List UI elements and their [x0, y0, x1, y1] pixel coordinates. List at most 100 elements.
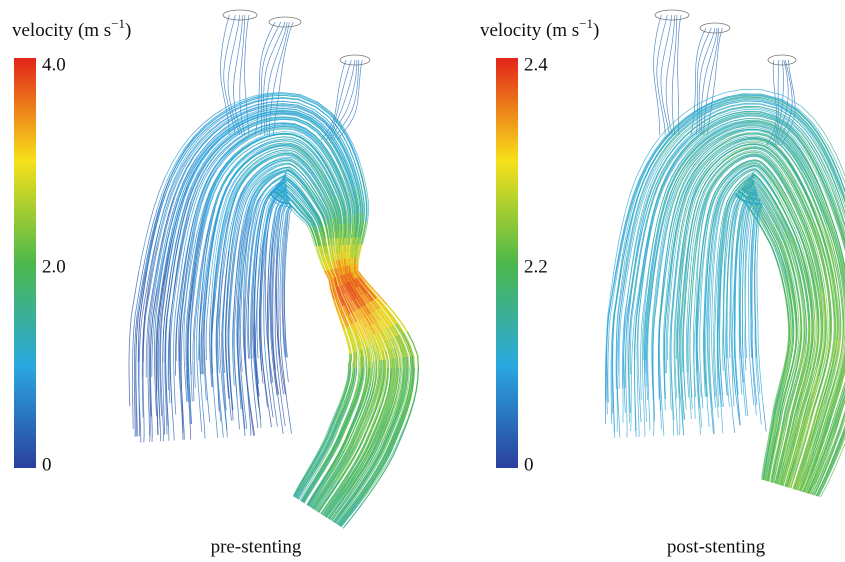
streamline: [283, 370, 287, 406]
streamline: [148, 362, 149, 405]
streamline: [174, 376, 176, 415]
streamline: [237, 398, 240, 429]
vessel-outlet: [269, 17, 301, 27]
streamline: [613, 361, 614, 402]
streamline: [199, 333, 200, 375]
streamline: [643, 374, 644, 412]
streamline: [254, 397, 258, 428]
streamline: [637, 374, 638, 412]
streamline: [345, 238, 346, 259]
streamline: [273, 395, 277, 426]
streamline: [164, 404, 165, 435]
streamline: [343, 525, 346, 529]
streamline: [207, 387, 210, 422]
streamline: [649, 400, 650, 430]
streamline: [637, 331, 638, 374]
streamline: [173, 415, 175, 441]
streamline: [676, 410, 677, 435]
streamline: [219, 321, 220, 360]
streamline: [626, 228, 635, 274]
streamline: [251, 409, 255, 436]
streamline: [258, 396, 261, 428]
streamline: [184, 319, 185, 361]
streamline: [160, 416, 161, 441]
streamline: [363, 471, 381, 497]
streamline: [611, 389, 612, 424]
streamline: [146, 331, 147, 377]
streamline: [288, 212, 289, 220]
streamline: [341, 238, 342, 260]
streamline: [275, 324, 277, 358]
streamline: [163, 362, 164, 404]
streamline: [225, 411, 227, 438]
streamline: [253, 297, 254, 334]
streamline: [161, 332, 162, 377]
streamline: [194, 346, 195, 388]
streamline: [202, 133, 229, 161]
streamline: [642, 331, 643, 374]
streamline: [358, 351, 359, 368]
streamline: [610, 273, 617, 316]
vessel-outlet: [340, 55, 370, 65]
streamline: [704, 28, 719, 135]
streamline: [251, 322, 252, 358]
streamline: [613, 402, 614, 432]
streamline: [278, 247, 280, 286]
streamline: [357, 352, 358, 369]
streamline: [197, 360, 199, 401]
streamline: [199, 401, 201, 432]
streamline: [157, 404, 158, 435]
streamline: [149, 405, 150, 436]
streamline: [137, 406, 138, 437]
streamline: [181, 361, 182, 402]
streamline: [644, 412, 645, 437]
streamline: [129, 315, 131, 362]
streamline: [645, 387, 646, 422]
streamline: [239, 322, 240, 359]
streamline: [200, 374, 203, 412]
streamline: [202, 333, 203, 375]
streamline: [260, 298, 261, 334]
streamline: [619, 413, 620, 437]
streamline: [269, 358, 273, 395]
streamline: [197, 319, 198, 360]
streamline: [619, 303, 623, 346]
streamline: [288, 406, 292, 434]
streamline: [364, 356, 365, 374]
figure: velocity (m s−1) 4.0 2.0 0 pre-stenting …: [0, 0, 845, 562]
streamline: [635, 401, 636, 431]
streamline: [656, 262, 661, 305]
vessel-outlet: [655, 10, 689, 20]
streamline: [630, 331, 631, 374]
streamline: [168, 415, 169, 441]
streamline: [626, 375, 627, 413]
streamline: [626, 331, 627, 375]
streamline: [631, 360, 632, 401]
streamline: [638, 412, 639, 437]
streamline: [156, 362, 157, 404]
streamline: [611, 346, 612, 390]
streamline: [203, 333, 204, 374]
streamline: [659, 332, 660, 374]
streamline: [340, 224, 341, 245]
streamline: [181, 318, 183, 361]
vessel-outlet: [700, 23, 730, 33]
streamline: [256, 323, 257, 359]
streamline: [198, 113, 231, 140]
streamline: [824, 311, 825, 339]
streamline: [641, 360, 642, 400]
streamline: [129, 363, 130, 406]
streamline: [213, 374, 216, 412]
streamline: [265, 346, 269, 384]
streamline: [140, 418, 141, 443]
streamline: [203, 413, 205, 439]
streamline: [289, 213, 290, 220]
streamline: [264, 311, 265, 346]
streamline: [187, 332, 188, 375]
streamline: [179, 332, 180, 375]
streamline: [234, 322, 235, 360]
streamline: [171, 361, 172, 403]
streamline: [257, 323, 258, 359]
streamline: [163, 416, 164, 441]
streamline: [638, 346, 639, 388]
